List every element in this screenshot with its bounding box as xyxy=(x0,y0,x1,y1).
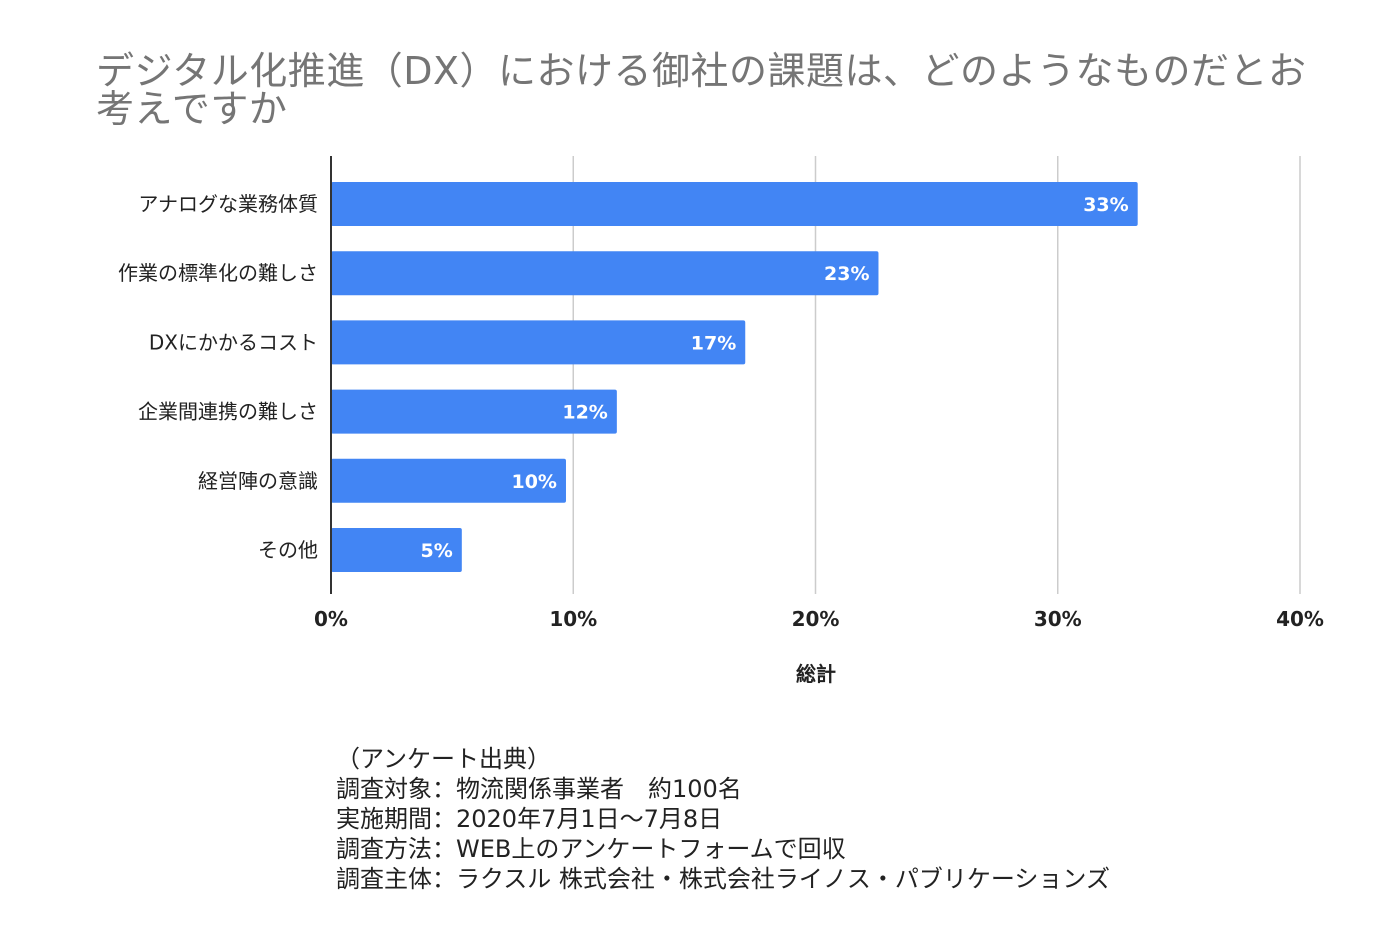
x-tick-label: 0% xyxy=(314,607,348,631)
data-label: 12% xyxy=(562,402,607,424)
x-axis-title: 総計 xyxy=(796,662,836,686)
labels: 0% 10% 20% 30% 40% 33% アナログな業務体質 23% 作業の標準化の難しさ 1… xyxy=(118,192,1324,631)
category-label: その他 xyxy=(258,538,318,562)
x-tick-label: 10% xyxy=(549,607,597,631)
x-tick-label: 40% xyxy=(1276,607,1324,631)
data-label: 23% xyxy=(824,263,869,285)
bar xyxy=(331,251,879,296)
grid-lines xyxy=(572,156,1301,594)
source-note-heading: （アンケート出典） xyxy=(336,745,552,773)
chart-title: デジタル化推進（DX）における御社の課題は、どのようなものだとお考えですか xyxy=(96,49,1307,131)
bar xyxy=(331,182,1138,226)
bar xyxy=(331,458,566,503)
bars xyxy=(331,182,1138,572)
source-note-method: 調査方法：WEB上のアンケートフォームで回収 xyxy=(336,835,846,863)
source-note-organizer: 調査主体：ラクスル 株式会社・株式会社ライノス・パブリケーションズ xyxy=(336,865,1110,893)
category-label: 経営陣の意識 xyxy=(198,469,318,493)
bar xyxy=(331,389,617,434)
category-label: DXにかかるコスト xyxy=(149,330,318,354)
bar xyxy=(331,320,746,365)
source-note-target: 調査対象：物流関係事業者 約100名 xyxy=(336,775,742,803)
x-tick-label: 30% xyxy=(1034,607,1082,631)
bar xyxy=(331,528,462,572)
data-label: 5% xyxy=(421,540,453,562)
data-label: 17% xyxy=(691,332,736,354)
category-label: 作業の標準化の難しさ xyxy=(118,261,318,285)
data-label: 10% xyxy=(511,471,556,493)
source-note-period: 実施期間：2020年7月1日〜7月8日 xyxy=(336,805,723,833)
x-tick-label: 20% xyxy=(792,607,840,631)
data-label: 33% xyxy=(1083,194,1128,216)
category-label: アナログな業務体質 xyxy=(138,192,318,216)
category-label: 企業間連携の難しさ xyxy=(138,400,318,424)
source-note: （アンケート出典） 調査対象：物流関係事業者 約100名 実施期間：2020年7… xyxy=(336,744,1110,894)
